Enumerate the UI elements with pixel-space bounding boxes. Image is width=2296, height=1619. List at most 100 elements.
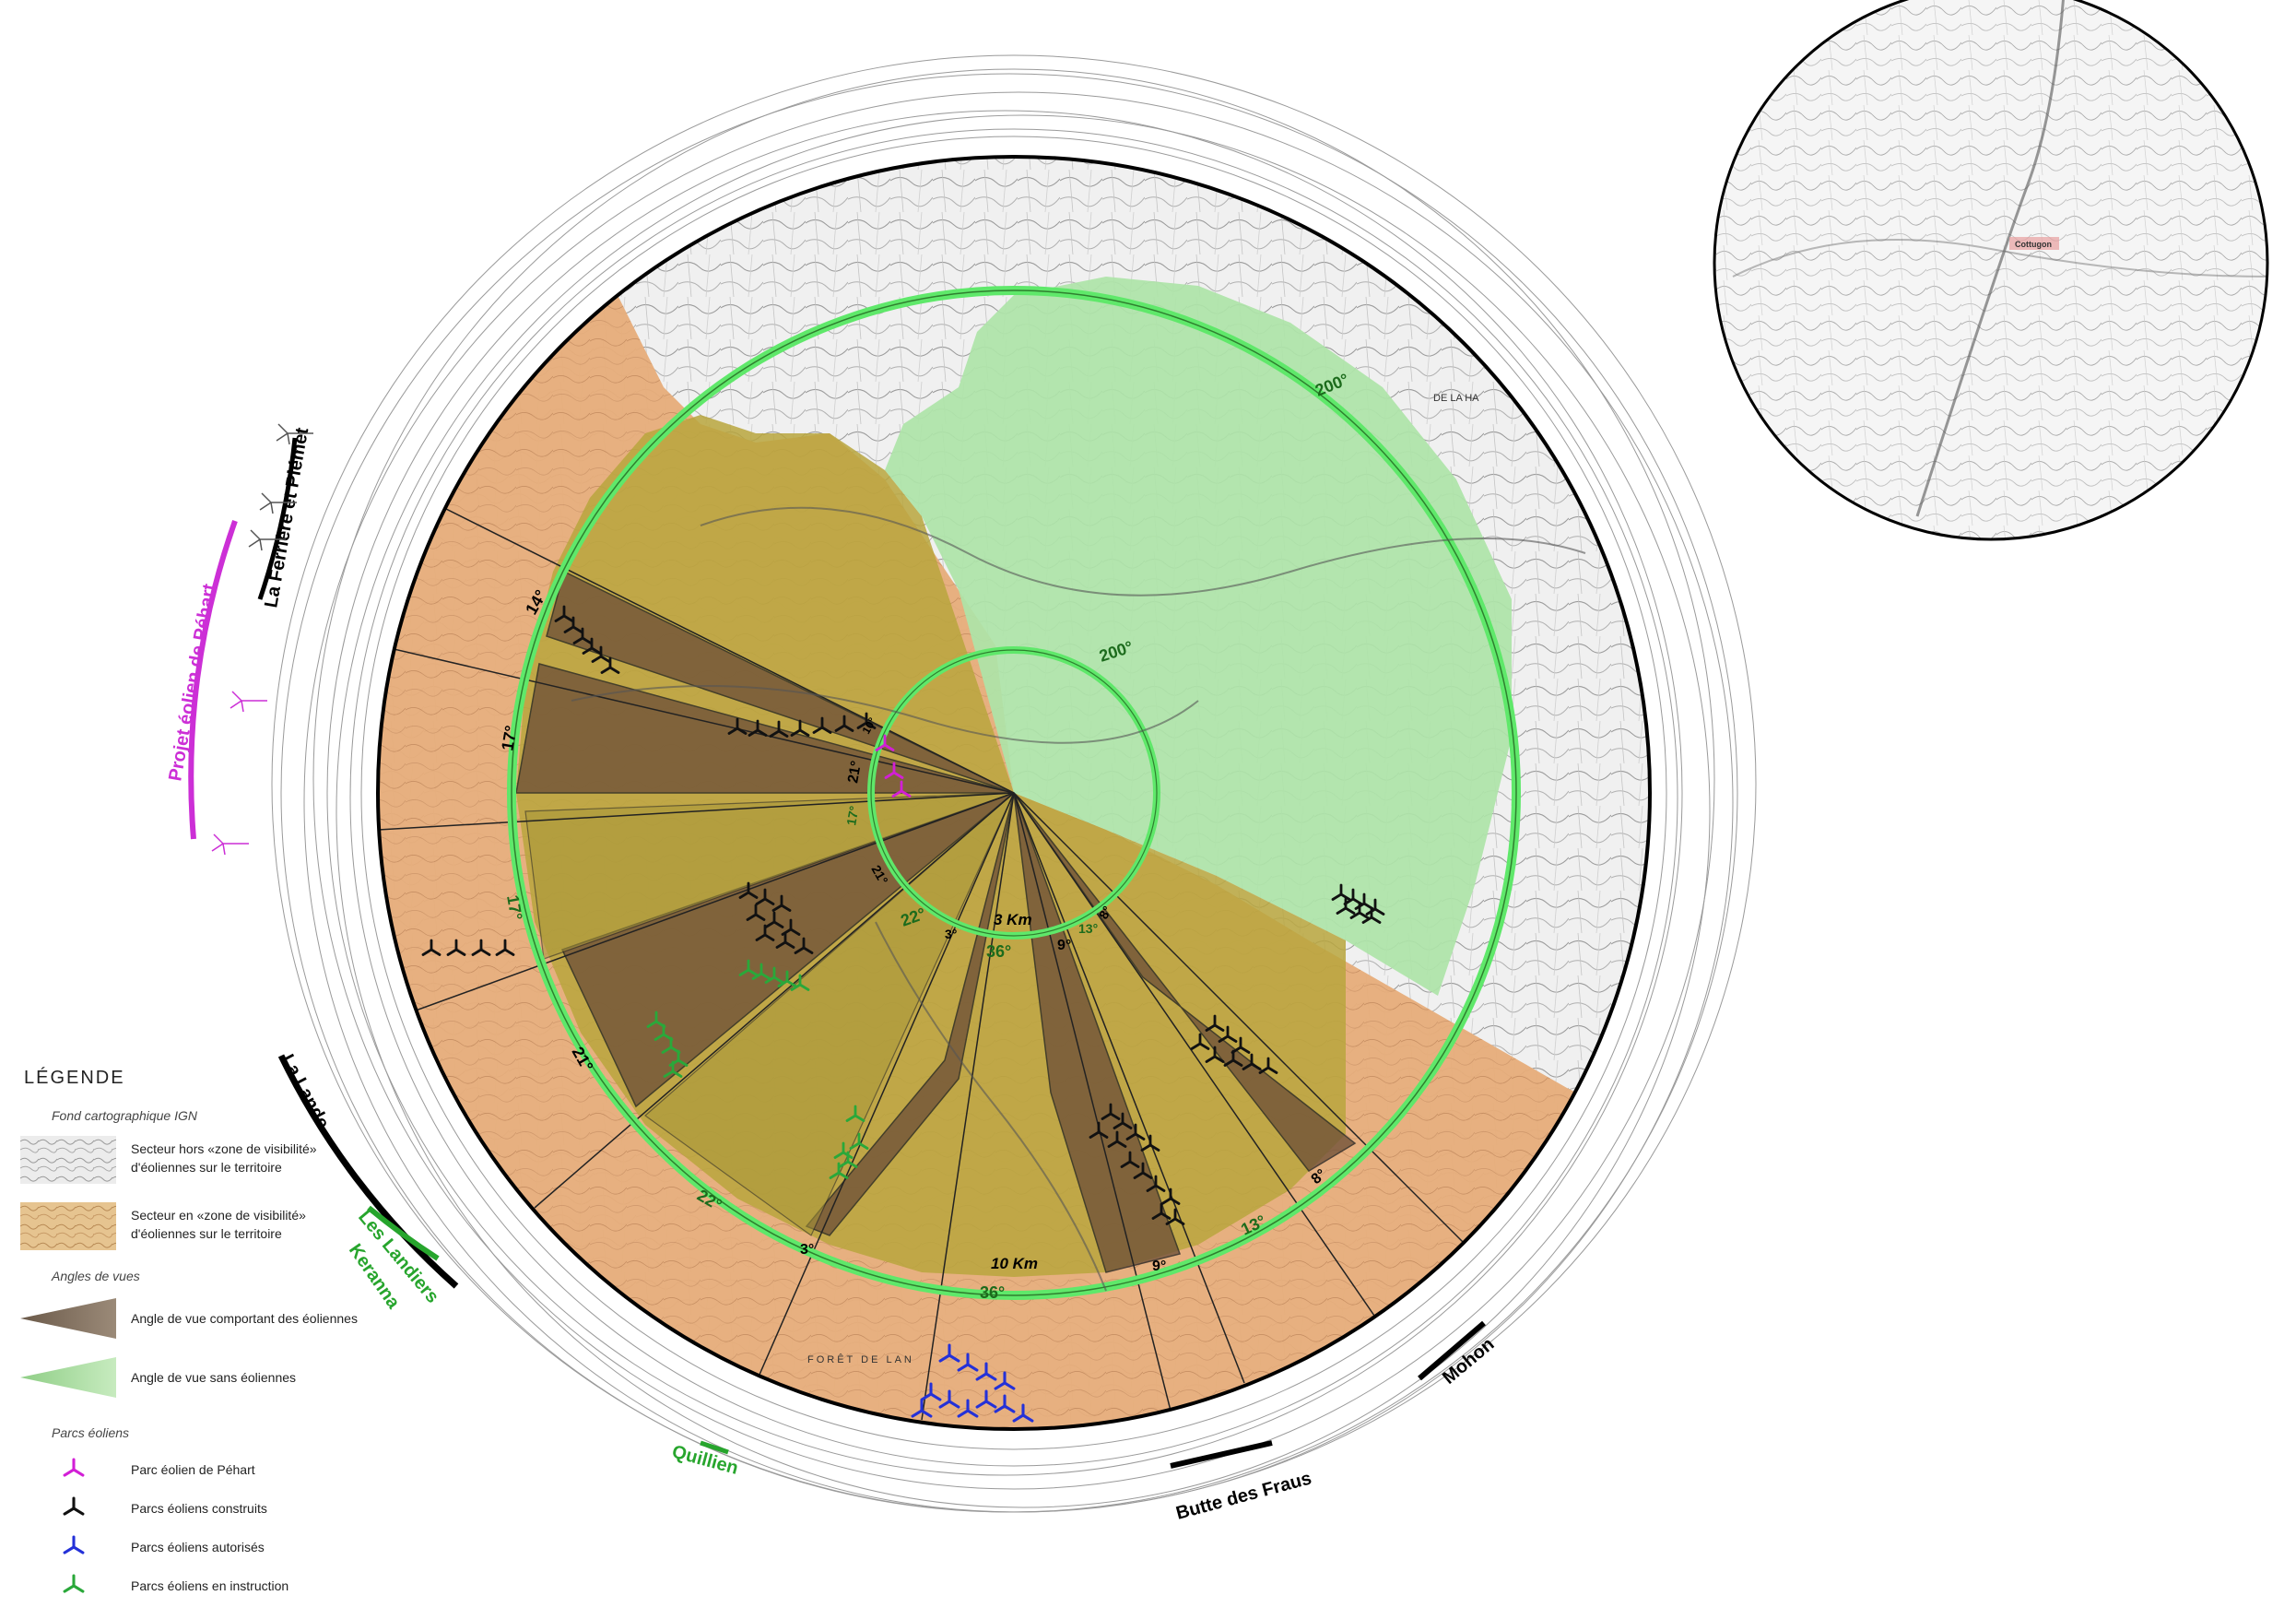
angle-label: 17° (498, 724, 520, 751)
turbine-icon (755, 924, 775, 941)
angle-label: 17° (843, 805, 861, 827)
angle-label: 3° (945, 927, 957, 941)
radial-lines (378, 497, 1476, 1421)
turbine-icon (1336, 897, 1356, 915)
swatch-angle-sans (20, 1357, 116, 1398)
turbine-icon (1107, 1130, 1127, 1148)
turbine-icon (471, 939, 491, 956)
angle-label: 17° (503, 893, 525, 921)
turbine-icon (1190, 1033, 1210, 1050)
turbine-icon (738, 959, 759, 976)
turbine-icon (63, 1535, 85, 1554)
turbine-icon (600, 656, 620, 674)
legend-hors-line1: Secteur hors «zone de visibilité» (131, 1141, 317, 1156)
legend-item-construits: Parcs éoliens construits (20, 1490, 417, 1542)
turbine-icon (829, 1162, 849, 1179)
turbine-icon (1160, 1188, 1181, 1205)
turbine-icon (751, 963, 771, 980)
legend-item-instruction: Parcs éoliens en instruction (20, 1567, 417, 1619)
turbine-icon (63, 1574, 85, 1593)
turbine-icon (790, 719, 810, 737)
turbine-icon (1205, 1046, 1225, 1063)
turbine-icon (746, 904, 766, 921)
turbine-icon (1349, 902, 1370, 919)
turbine-icon (421, 939, 442, 956)
swatch-angle-avec (20, 1298, 116, 1339)
legend-title: LÉGENDE (24, 1068, 125, 1088)
turbine-icon (276, 423, 313, 445)
horizon-turbine-silhouettes (211, 423, 313, 856)
angle-label: 13° (1078, 921, 1098, 936)
turbine-icon (63, 1535, 85, 1554)
legend-item-autorises: Parcs éoliens autorisés (20, 1529, 417, 1580)
legend-instruction-text: Parcs éoliens en instruction (131, 1578, 289, 1593)
turbine-icon (938, 1389, 960, 1409)
turbine-icon (845, 1105, 865, 1122)
turbine-icon (572, 627, 593, 644)
turbine-icon (1151, 1202, 1172, 1220)
turbine-icon (764, 966, 784, 984)
turbine-icon (1258, 1057, 1278, 1074)
map-border (376, 155, 1652, 1431)
turbine-icon (495, 939, 515, 956)
turbine-icon (771, 894, 792, 912)
turbine-icon (975, 1389, 997, 1409)
turbine-icon (63, 1458, 85, 1477)
turbine-icon (1113, 1112, 1133, 1129)
legend-avec-text: Angle de vue comportant des éoliennes (131, 1311, 358, 1326)
turbine-icon (975, 1362, 997, 1381)
turbine-icon (920, 1382, 942, 1401)
turbine-icon (884, 762, 904, 779)
legend: LÉGENDE Fond cartographique IGN Secteur … (20, 1060, 417, 1593)
view-sectors-with-turbines (515, 570, 1357, 1273)
turbine-icon (1223, 1049, 1243, 1067)
distance-3km: 3 Km (994, 911, 1032, 928)
turbine-icon (63, 1458, 85, 1477)
angle-label: 36° (980, 1283, 1005, 1302)
turbine-icon (1140, 1134, 1160, 1152)
turbine-icon (63, 1574, 85, 1593)
turbine-icon (781, 918, 801, 936)
angle-label: 3° (800, 1242, 814, 1258)
turbine-icon (748, 719, 768, 737)
angle-label: 36° (986, 942, 1011, 961)
turbine-icon (769, 720, 789, 738)
turbine-icon (1218, 1025, 1238, 1043)
turbine-icon (1205, 1014, 1225, 1032)
turbine-icon (1012, 1403, 1034, 1423)
legend-hors-line2: d'éoliennes sur le territoire (131, 1160, 282, 1175)
turbine-icon (668, 1049, 689, 1067)
legend-en-line1: Secteur en «zone de visibilité» (131, 1208, 306, 1223)
legend-construits-text: Parcs éoliens construits (131, 1501, 267, 1516)
label-cottugon: Cottugon (2015, 240, 2052, 249)
turbine-icon (1361, 906, 1382, 924)
turbine-icon (775, 931, 795, 949)
turbine-icon (891, 780, 912, 798)
turbine-icon (957, 1353, 979, 1372)
turbine-icon (856, 712, 877, 729)
turbine-icon (849, 1132, 869, 1150)
main-map (378, 157, 1650, 1429)
turbine-icon (446, 939, 466, 956)
label-mohon: Mohon (1439, 1334, 1498, 1389)
legend-autorises-text: Parcs éoliens autorisés (131, 1540, 265, 1554)
turbine-icon (764, 911, 784, 928)
turbine-icon (230, 691, 267, 713)
turbine-icon (738, 881, 759, 899)
angle-label: 9° (1057, 938, 1071, 953)
place-arcs (188, 437, 1486, 1469)
distance-labels: 3 Km 10 Km (991, 911, 1038, 1272)
turbine-icon (1331, 883, 1351, 901)
turbine-icon (554, 605, 574, 622)
turbine-icon (812, 716, 832, 734)
turbine-icon (63, 1496, 85, 1516)
turbine-icon (790, 974, 810, 991)
turbine-icon (259, 492, 297, 514)
legend-item-hors-zone: Secteur hors «zone de visibilité» d'éoli… (20, 1134, 417, 1186)
turbine-icon (957, 1399, 979, 1418)
turbine-icon (1242, 1053, 1262, 1070)
turbine-icon (582, 637, 602, 655)
turbine-icon (663, 1060, 683, 1078)
turbine-icon (63, 1496, 85, 1516)
